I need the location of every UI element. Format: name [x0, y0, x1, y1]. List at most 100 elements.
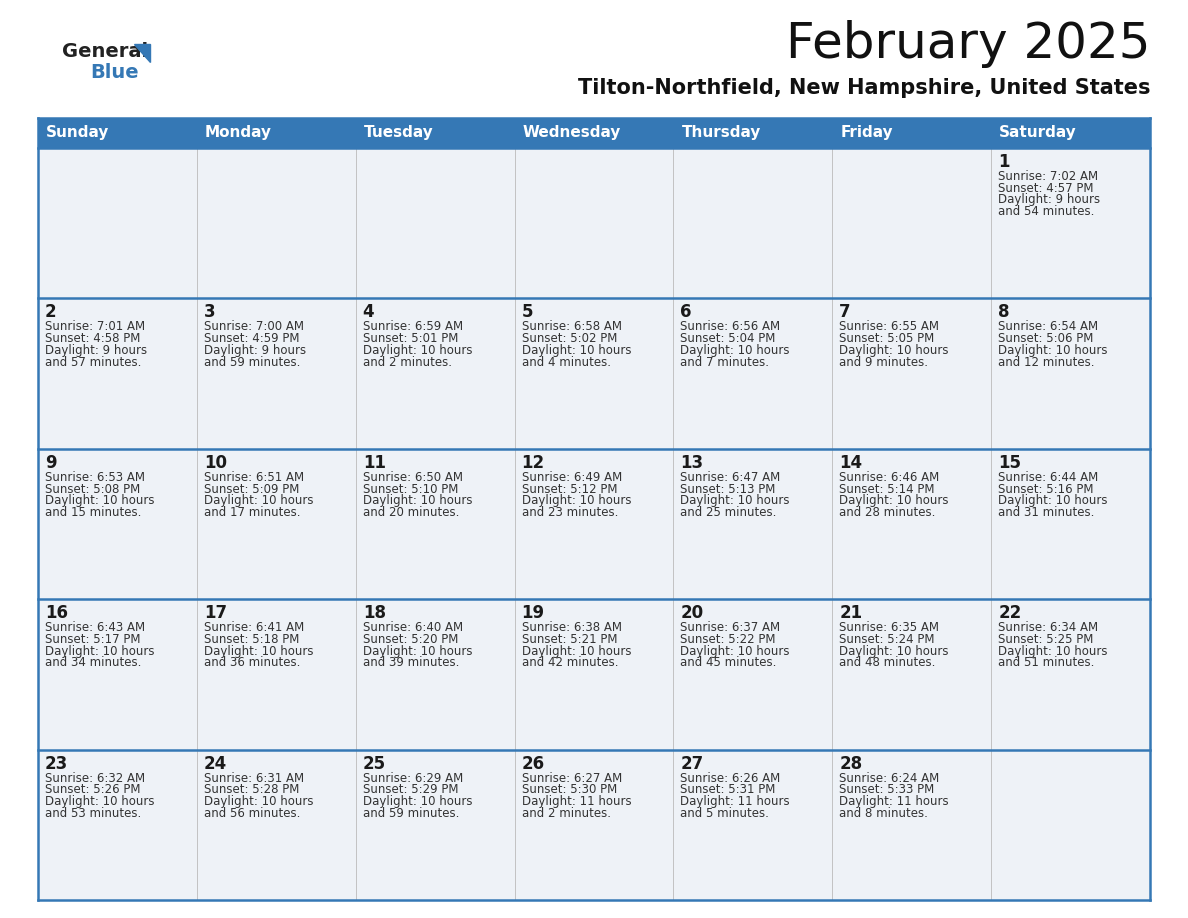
- Text: Sunset: 5:21 PM: Sunset: 5:21 PM: [522, 633, 617, 646]
- Polygon shape: [134, 44, 150, 62]
- Text: Sunset: 5:12 PM: Sunset: 5:12 PM: [522, 483, 617, 496]
- Bar: [674, 298, 833, 449]
- Text: Sunrise: 6:29 AM: Sunrise: 6:29 AM: [362, 772, 463, 785]
- Text: 13: 13: [681, 453, 703, 472]
- Bar: [197, 298, 355, 449]
- Text: Daylight: 10 hours: Daylight: 10 hours: [45, 795, 154, 808]
- Text: Daylight: 10 hours: Daylight: 10 hours: [362, 494, 472, 508]
- Text: and 25 minutes.: and 25 minutes.: [681, 506, 777, 519]
- Bar: [197, 118, 355, 148]
- Bar: [38, 599, 197, 750]
- Text: Sunset: 5:10 PM: Sunset: 5:10 PM: [362, 483, 459, 496]
- Text: 14: 14: [839, 453, 862, 472]
- Text: Sunset: 5:17 PM: Sunset: 5:17 PM: [45, 633, 140, 646]
- Bar: [514, 599, 674, 750]
- Bar: [991, 118, 1150, 148]
- Text: Sunrise: 6:31 AM: Sunrise: 6:31 AM: [204, 772, 304, 785]
- Text: Daylight: 10 hours: Daylight: 10 hours: [45, 494, 154, 508]
- Bar: [674, 148, 833, 298]
- Text: Daylight: 10 hours: Daylight: 10 hours: [362, 795, 472, 808]
- Text: Sunset: 5:01 PM: Sunset: 5:01 PM: [362, 332, 459, 345]
- Text: and 59 minutes.: and 59 minutes.: [362, 807, 459, 820]
- Text: Thursday: Thursday: [682, 126, 760, 140]
- Text: Sunset: 5:30 PM: Sunset: 5:30 PM: [522, 783, 617, 796]
- Text: 21: 21: [839, 604, 862, 622]
- Bar: [674, 599, 833, 750]
- Text: 3: 3: [204, 304, 215, 321]
- Text: February 2025: February 2025: [785, 20, 1150, 68]
- Text: 18: 18: [362, 604, 386, 622]
- Text: 9: 9: [45, 453, 57, 472]
- Text: Sunset: 5:18 PM: Sunset: 5:18 PM: [204, 633, 299, 646]
- Bar: [833, 118, 991, 148]
- Text: and 7 minutes.: and 7 minutes.: [681, 355, 770, 369]
- Text: Sunset: 5:33 PM: Sunset: 5:33 PM: [839, 783, 935, 796]
- Text: Saturday: Saturday: [999, 126, 1076, 140]
- Bar: [38, 148, 197, 298]
- Text: Sunset: 5:02 PM: Sunset: 5:02 PM: [522, 332, 617, 345]
- Text: 4: 4: [362, 304, 374, 321]
- Text: General: General: [62, 42, 148, 61]
- Text: and 5 minutes.: and 5 minutes.: [681, 807, 770, 820]
- Text: Daylight: 10 hours: Daylight: 10 hours: [839, 494, 949, 508]
- Text: 25: 25: [362, 755, 386, 773]
- Text: Friday: Friday: [840, 126, 893, 140]
- Text: and 2 minutes.: and 2 minutes.: [522, 807, 611, 820]
- Bar: [197, 599, 355, 750]
- Text: Sunrise: 6:41 AM: Sunrise: 6:41 AM: [204, 621, 304, 634]
- Text: and 54 minutes.: and 54 minutes.: [998, 206, 1094, 218]
- Text: Blue: Blue: [90, 63, 139, 82]
- Text: Sunset: 5:06 PM: Sunset: 5:06 PM: [998, 332, 1093, 345]
- Text: Sunset: 5:29 PM: Sunset: 5:29 PM: [362, 783, 459, 796]
- Bar: [197, 148, 355, 298]
- Text: Sunrise: 6:24 AM: Sunrise: 6:24 AM: [839, 772, 940, 785]
- Bar: [674, 118, 833, 148]
- Text: Sunset: 5:14 PM: Sunset: 5:14 PM: [839, 483, 935, 496]
- Text: Daylight: 9 hours: Daylight: 9 hours: [998, 194, 1100, 207]
- Text: Sunset: 5:31 PM: Sunset: 5:31 PM: [681, 783, 776, 796]
- Text: Sunrise: 7:01 AM: Sunrise: 7:01 AM: [45, 320, 145, 333]
- Text: Sunrise: 6:38 AM: Sunrise: 6:38 AM: [522, 621, 621, 634]
- Text: and 31 minutes.: and 31 minutes.: [998, 506, 1094, 519]
- Text: and 28 minutes.: and 28 minutes.: [839, 506, 936, 519]
- Text: Sunset: 4:57 PM: Sunset: 4:57 PM: [998, 182, 1094, 195]
- Text: 8: 8: [998, 304, 1010, 321]
- Text: Wednesday: Wednesday: [523, 126, 621, 140]
- Text: 11: 11: [362, 453, 386, 472]
- Text: Sunset: 5:13 PM: Sunset: 5:13 PM: [681, 483, 776, 496]
- Text: Daylight: 10 hours: Daylight: 10 hours: [362, 344, 472, 357]
- Text: Daylight: 10 hours: Daylight: 10 hours: [522, 644, 631, 657]
- Text: Daylight: 10 hours: Daylight: 10 hours: [204, 795, 314, 808]
- Text: and 17 minutes.: and 17 minutes.: [204, 506, 301, 519]
- Bar: [991, 599, 1150, 750]
- Text: Sunrise: 6:37 AM: Sunrise: 6:37 AM: [681, 621, 781, 634]
- Text: 10: 10: [204, 453, 227, 472]
- Text: 24: 24: [204, 755, 227, 773]
- Text: Sunrise: 6:47 AM: Sunrise: 6:47 AM: [681, 471, 781, 484]
- Text: Sunrise: 6:54 AM: Sunrise: 6:54 AM: [998, 320, 1098, 333]
- Bar: [355, 750, 514, 900]
- Bar: [833, 750, 991, 900]
- Text: 22: 22: [998, 604, 1022, 622]
- Text: Sunrise: 7:02 AM: Sunrise: 7:02 AM: [998, 170, 1098, 183]
- Text: 6: 6: [681, 304, 691, 321]
- Text: Sunset: 5:09 PM: Sunset: 5:09 PM: [204, 483, 299, 496]
- Text: Sunset: 5:05 PM: Sunset: 5:05 PM: [839, 332, 935, 345]
- Bar: [38, 449, 197, 599]
- Text: Daylight: 10 hours: Daylight: 10 hours: [522, 344, 631, 357]
- Bar: [833, 298, 991, 449]
- Text: Sunset: 4:59 PM: Sunset: 4:59 PM: [204, 332, 299, 345]
- Text: Sunrise: 6:35 AM: Sunrise: 6:35 AM: [839, 621, 940, 634]
- Text: Sunrise: 6:49 AM: Sunrise: 6:49 AM: [522, 471, 621, 484]
- Text: Sunrise: 6:56 AM: Sunrise: 6:56 AM: [681, 320, 781, 333]
- Text: Sunrise: 6:46 AM: Sunrise: 6:46 AM: [839, 471, 940, 484]
- Text: and 12 minutes.: and 12 minutes.: [998, 355, 1094, 369]
- Text: and 23 minutes.: and 23 minutes.: [522, 506, 618, 519]
- Bar: [355, 118, 514, 148]
- Text: Sunset: 5:08 PM: Sunset: 5:08 PM: [45, 483, 140, 496]
- Text: Sunset: 5:26 PM: Sunset: 5:26 PM: [45, 783, 140, 796]
- Text: and 34 minutes.: and 34 minutes.: [45, 656, 141, 669]
- Text: Sunset: 5:25 PM: Sunset: 5:25 PM: [998, 633, 1093, 646]
- Text: and 8 minutes.: and 8 minutes.: [839, 807, 928, 820]
- Text: Daylight: 10 hours: Daylight: 10 hours: [998, 344, 1107, 357]
